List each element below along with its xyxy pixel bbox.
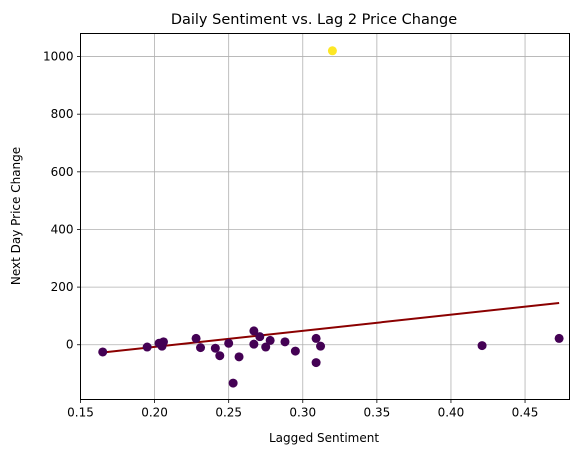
- data-point: [210, 343, 220, 353]
- x-axis-title: Lagged Sentiment: [269, 431, 379, 445]
- data-point: [249, 339, 259, 349]
- data-point: [311, 358, 321, 368]
- data-point: [255, 332, 265, 342]
- data-point: [290, 346, 300, 356]
- data-point: [316, 341, 326, 351]
- y-tick-label: 400: [51, 222, 74, 236]
- data-point: [234, 352, 244, 362]
- data-point: [477, 341, 487, 351]
- x-tick-label: 0.30: [289, 406, 316, 420]
- x-tick-label: 0.15: [67, 406, 94, 420]
- x-tick-label: 0.45: [512, 406, 539, 420]
- y-tick-label: 800: [51, 107, 74, 121]
- grid: [80, 33, 570, 400]
- x-tick-label: 0.25: [215, 406, 242, 420]
- x-axis-ticks: 0.15 0.20 0.25 0.30 0.35 0.40 0.45: [67, 399, 539, 420]
- y-tick-label: 1000: [43, 50, 74, 64]
- x-tick-label: 0.40: [438, 406, 465, 420]
- data-point: [554, 333, 564, 343]
- x-tick-label: 0.35: [364, 406, 391, 420]
- data-point: [98, 347, 108, 357]
- y-tick-label: 600: [51, 165, 74, 179]
- data-point: [142, 342, 152, 352]
- data-point: [327, 46, 337, 56]
- data-point: [249, 326, 259, 336]
- data-point: [311, 333, 321, 343]
- y-axis-ticks: 0 200 400 600 800 1000: [43, 50, 81, 352]
- data-point: [261, 342, 271, 352]
- regression-line-group: [102, 301, 560, 354]
- data-point: [191, 333, 201, 343]
- y-tick-label: 200: [51, 280, 74, 294]
- data-point: [280, 337, 290, 347]
- y-axis-title: Next Day Price Change: [9, 147, 23, 285]
- plot-area-frame: [80, 33, 570, 400]
- data-point: [196, 343, 206, 353]
- data-points: [98, 46, 564, 388]
- data-point: [224, 338, 234, 348]
- x-tick-label: 0.20: [141, 406, 168, 420]
- data-point: [158, 337, 168, 347]
- data-point: [228, 378, 238, 388]
- y-tick-label: 0: [66, 338, 74, 352]
- regression-line: [102, 301, 560, 354]
- data-point: [215, 351, 225, 361]
- data-point: [265, 335, 275, 345]
- chart-title: Daily Sentiment vs. Lag 2 Price Change: [171, 12, 457, 28]
